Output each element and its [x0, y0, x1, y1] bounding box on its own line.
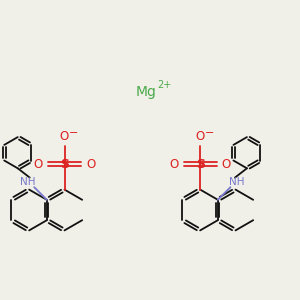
Text: NH: NH	[20, 177, 35, 187]
Text: S: S	[60, 158, 69, 171]
Text: O: O	[60, 130, 69, 143]
Text: Mg: Mg	[136, 85, 157, 98]
Text: S: S	[196, 158, 205, 171]
Text: O: O	[169, 158, 179, 171]
Text: O: O	[222, 158, 231, 171]
Text: NH: NH	[229, 177, 245, 187]
Text: O: O	[196, 130, 205, 143]
Text: 2+: 2+	[157, 80, 171, 90]
Text: O: O	[86, 158, 95, 171]
Text: O: O	[34, 158, 43, 171]
Text: −: −	[205, 128, 214, 138]
Text: −: −	[69, 128, 78, 138]
